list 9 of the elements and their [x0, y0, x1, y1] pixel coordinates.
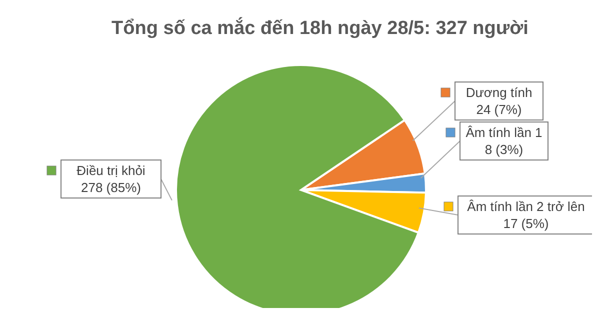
legend-label: Âm tính lần 2 trở lên: [467, 199, 585, 214]
legend-label: Dương tính: [466, 85, 532, 100]
data-label: 278 (85%): [81, 180, 141, 195]
data-label: 17 (5%): [503, 216, 549, 231]
legend-label: Âm tính lần 1: [466, 125, 542, 140]
data-label: 8 (3%): [484, 142, 524, 157]
legend-label: Điều trị khỏi: [76, 163, 146, 178]
data-label: 24 (7%): [476, 102, 522, 117]
chart-title: Tổng số ca mắc đến 18h ngày 28/5: 327 người: [112, 17, 528, 39]
